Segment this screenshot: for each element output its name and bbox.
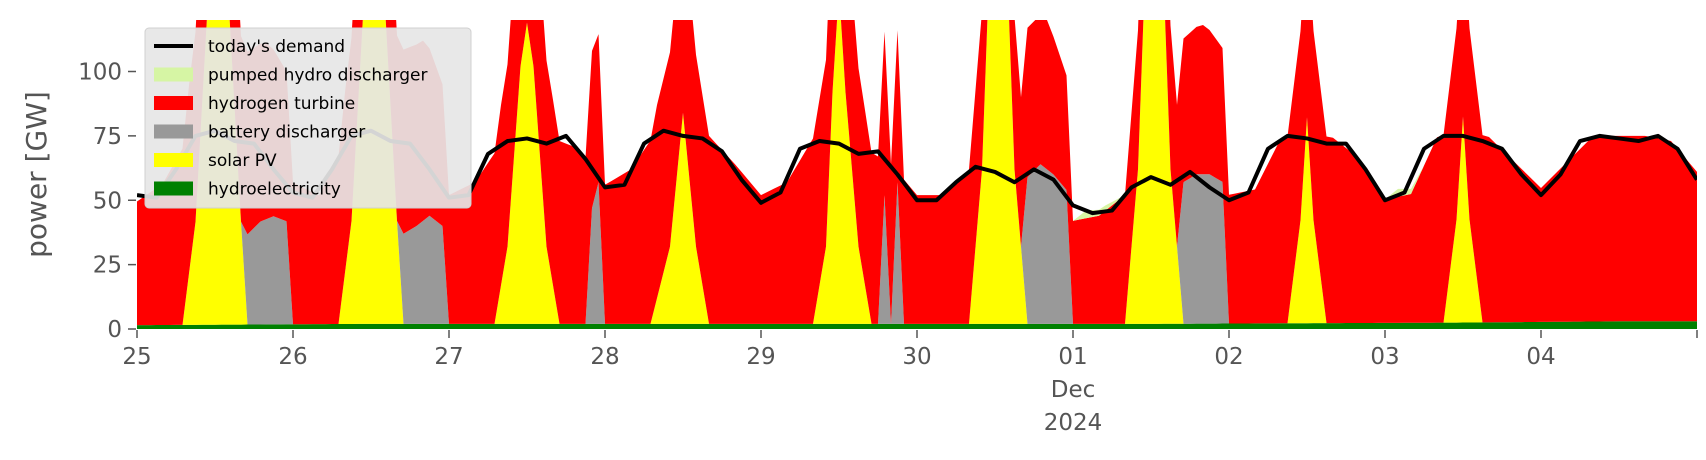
x-tick-label: 04 bbox=[1526, 344, 1555, 370]
x-tick-sublabel: Dec bbox=[1051, 377, 1096, 403]
y-tick-label: 100 bbox=[78, 60, 122, 86]
y-tick-label: 0 bbox=[107, 317, 122, 343]
x-tick-label: 25 bbox=[122, 344, 151, 370]
legend-label-battery-discharger: battery discharger bbox=[208, 123, 365, 143]
legend-swatch-battery-discharger bbox=[154, 124, 193, 139]
x-tick-label: 26 bbox=[278, 344, 307, 370]
x-tick-label: 02 bbox=[1214, 344, 1243, 370]
legend-swatch-pumped-hydro-discharger bbox=[154, 67, 193, 82]
x-tick-label: 03 bbox=[1370, 344, 1399, 370]
legend-label-hydrogen-turbine: hydrogen turbine bbox=[208, 94, 355, 114]
y-tick-label: 25 bbox=[93, 253, 122, 279]
legend-swatch-hydrogen-turbine bbox=[154, 96, 193, 110]
x-tick-label: 30 bbox=[902, 344, 931, 370]
x-tick-sublabel: 2024 bbox=[1044, 410, 1103, 436]
legend-swatch-hydroelectricity bbox=[154, 181, 193, 196]
stacked-areas bbox=[137, 20, 1697, 329]
legend-label-hydroelectricity: hydroelectricity bbox=[208, 180, 341, 200]
legend-label-today-s-demand: today's demand bbox=[208, 37, 345, 57]
x-tick-label: 28 bbox=[590, 344, 619, 370]
y-tick-label: 50 bbox=[93, 188, 122, 214]
area-solar-pv bbox=[137, 20, 1697, 326]
x-tick-label: 01 bbox=[1058, 344, 1087, 370]
legend-label-solar-pv: solar PV bbox=[208, 151, 277, 171]
y-tick-label: 75 bbox=[93, 124, 122, 150]
area-hydrogen-turbine bbox=[137, 20, 1697, 326]
x-tick-label: 27 bbox=[434, 344, 463, 370]
y-axis-label: power [GW] bbox=[20, 91, 53, 258]
legend-box bbox=[144, 27, 472, 209]
legend-label-pumped-hydro-discharger: pumped hydro discharger bbox=[208, 66, 427, 86]
legend-swatch-solar-pv bbox=[154, 153, 193, 167]
legend: today's demand pumped hydro discharger hyd… bbox=[144, 27, 472, 209]
area-hydroelectricity bbox=[137, 321, 1697, 329]
x-tick-label: 29 bbox=[746, 344, 775, 370]
